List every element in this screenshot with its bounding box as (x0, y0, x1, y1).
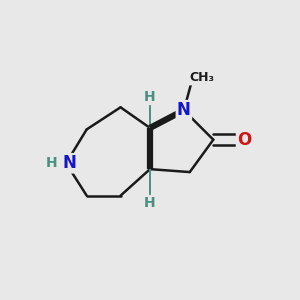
Text: H: H (144, 196, 156, 210)
Text: H: H (144, 90, 156, 104)
Text: CH₃: CH₃ (189, 71, 214, 84)
Text: N: N (63, 154, 76, 172)
Text: H: H (46, 156, 58, 170)
Text: O: O (237, 131, 251, 149)
Text: N: N (177, 101, 191, 119)
